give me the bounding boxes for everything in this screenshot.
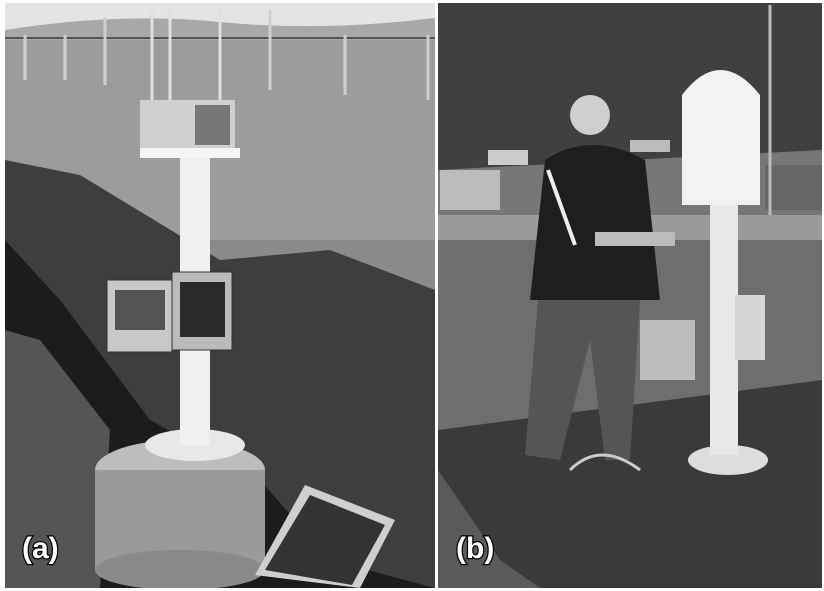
photo-b <box>438 3 822 588</box>
panel-label: (b) <box>456 532 494 565</box>
panel-label: (a) <box>22 532 59 565</box>
photo-a <box>5 3 435 588</box>
